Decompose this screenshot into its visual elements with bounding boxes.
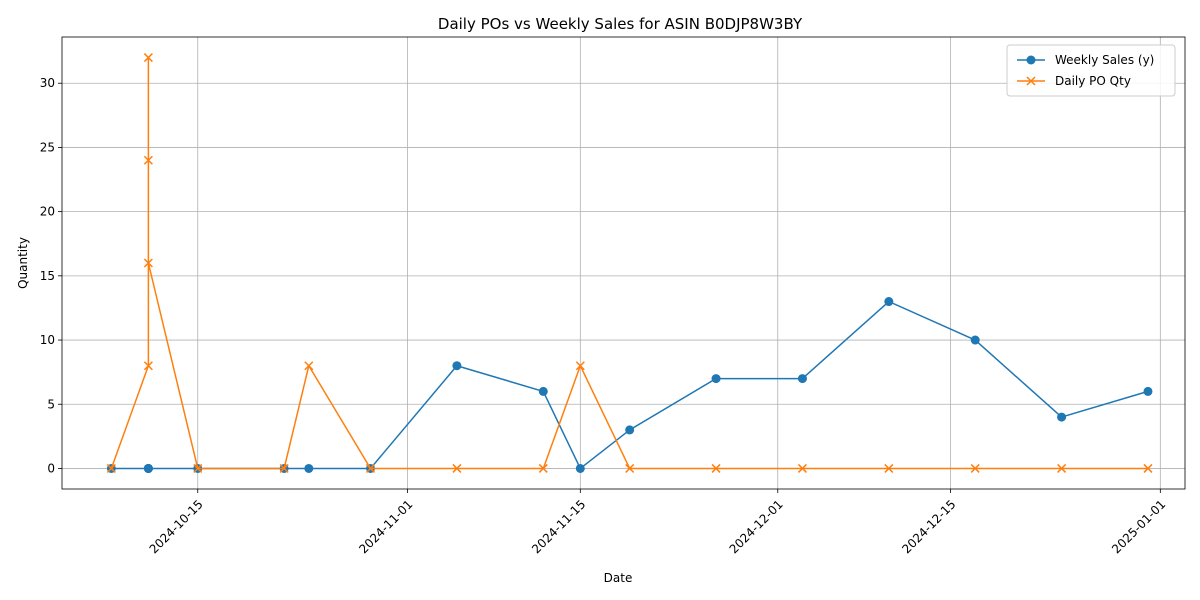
data-point xyxy=(304,463,314,473)
y-tick-label: 15 xyxy=(40,269,55,283)
legend-box xyxy=(1006,44,1176,97)
data-point xyxy=(143,53,153,63)
data-point xyxy=(1057,463,1067,473)
data-point xyxy=(711,374,721,384)
data-point xyxy=(625,425,635,435)
data-point xyxy=(452,463,462,473)
legend-label: Weekly Sales (y) xyxy=(1055,53,1154,67)
data-point xyxy=(797,463,807,473)
data-point xyxy=(575,463,585,473)
data-point xyxy=(143,463,153,473)
y-tick-label: 30 xyxy=(40,76,55,90)
data-point xyxy=(304,361,314,371)
data-point xyxy=(970,335,980,345)
data-point xyxy=(106,463,116,473)
y-axis-label: Quantity xyxy=(16,237,30,289)
data-point xyxy=(1057,412,1067,422)
data-point xyxy=(1143,463,1153,473)
data-point xyxy=(143,258,153,268)
legend-marker xyxy=(1026,76,1036,86)
y-tick-label: 10 xyxy=(40,333,55,347)
legend-marker xyxy=(1026,55,1036,65)
y-tick-label: 25 xyxy=(40,140,55,154)
chart-title: Daily POs vs Weekly Sales for ASIN B0DJP… xyxy=(438,15,803,33)
data-point xyxy=(538,463,548,473)
data-point xyxy=(143,361,153,371)
data-point xyxy=(970,463,980,473)
legend: Weekly Sales (y) Daily PO Qty xyxy=(1006,44,1176,97)
data-point xyxy=(711,463,721,473)
y-tick-label: 0 xyxy=(47,461,55,475)
legend-label: Daily PO Qty xyxy=(1055,74,1131,88)
series-group xyxy=(106,53,1153,473)
y-tick-label: 20 xyxy=(40,205,55,219)
x-axis-label: Date xyxy=(604,571,633,585)
data-point xyxy=(884,463,894,473)
data-point xyxy=(365,463,376,473)
data-point xyxy=(1143,386,1153,396)
data-point xyxy=(884,297,894,307)
data-point xyxy=(625,463,635,473)
data-point xyxy=(193,463,203,473)
y-tick-label: 5 xyxy=(47,397,55,411)
plot-frame xyxy=(61,36,1186,490)
data-point xyxy=(143,155,153,165)
data-point xyxy=(575,361,585,371)
data-point xyxy=(452,361,462,371)
data-point xyxy=(279,463,289,473)
data-point xyxy=(797,374,807,384)
series xyxy=(106,53,1153,473)
data-point xyxy=(538,386,548,396)
